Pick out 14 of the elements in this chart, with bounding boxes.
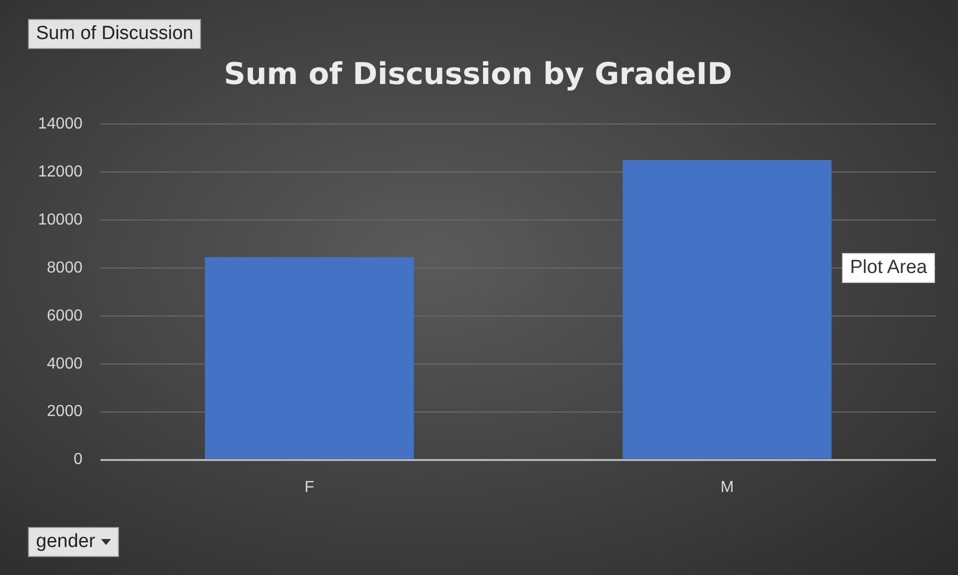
annotation: Plot Area xyxy=(850,257,928,279)
y-tick-label: 0 xyxy=(74,451,83,468)
y-tick-label: 12000 xyxy=(38,163,83,180)
chart-title: Sum of Discussion by GradeID xyxy=(224,56,732,92)
y-tick-label: 10000 xyxy=(38,211,83,228)
y-tick-label: 14000 xyxy=(38,115,83,132)
y-tick-label: 8000 xyxy=(46,259,83,276)
y-tick-label: 6000 xyxy=(46,307,83,324)
x-tick-label: F xyxy=(304,478,314,496)
y-tick-label: 2000 xyxy=(46,403,83,420)
text: Sum of Discussion xyxy=(36,23,194,45)
text: gender xyxy=(36,531,96,553)
y-tick-label: 4000 xyxy=(46,355,83,372)
x-tick-label: M xyxy=(720,478,734,496)
